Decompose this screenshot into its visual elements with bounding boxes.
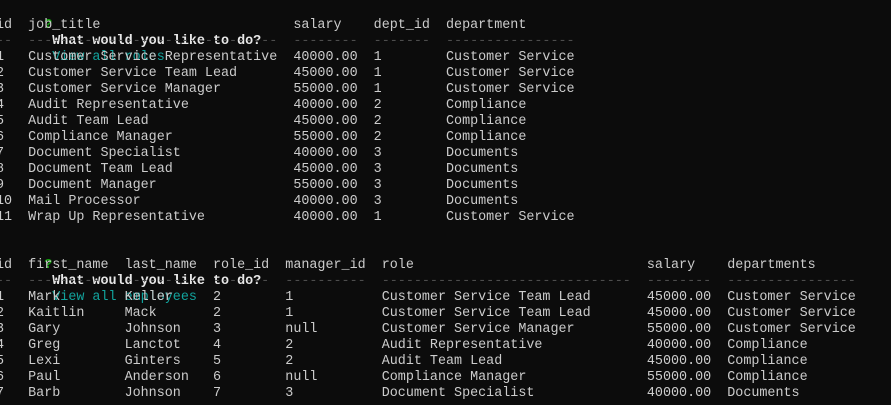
table-row: 2 Kaitlin Mack 2 1 Customer Service Team… [0,306,856,321]
prompt-answer: View all employees [52,290,197,305]
prompt-answer: View all roles [52,50,165,65]
employees-output-section: ? What would you like to do? View all em… [0,242,891,402]
table-row: 10 Mail Processor 40000.00 3 Documents [0,194,519,209]
prompt-question-mark-icon: ? [44,258,53,273]
table-row: 1 Mark Keller 2 1 Customer Service Team … [0,290,856,305]
table-row: 1 Customer Service Representative 40000.… [0,50,575,65]
table-row: 2 Customer Service Team Lead 45000.00 1 … [0,66,575,81]
prompt-message: What would you like to do? [52,274,262,289]
table-header-row: id job_title salary dept_id department [0,18,527,33]
table-separator-row: -- ---------- --------- ------- --------… [0,274,856,289]
table-row: 5 Audit Team Lead 45000.00 2 Compliance [0,114,527,129]
table-row: 9 Document Manager 55000.00 3 Documents [0,178,519,193]
employees-table: id first_name last_name role_id manager_… [0,258,891,402]
prompt-line-roles: ? What would you like to do? View all ro… [0,2,891,65]
roles-table: id job_title salary dept_id department --… [0,18,891,226]
table-row: 4 Audit Representative 40000.00 2 Compli… [0,98,527,113]
blank-line [0,226,891,242]
table-row: 4 Greg Lanctot 4 2 Audit Representative … [0,338,808,353]
table-row: 3 Gary Johnson 3 null Customer Service M… [0,322,856,337]
table-row: 7 Document Specialist 40000.00 3 Documen… [0,146,519,161]
table-row: 6 Compliance Manager 55000.00 2 Complian… [0,130,527,145]
table-row: 5 Lexi Ginters 5 2 Audit Team Lead 45000… [0,354,808,369]
table-row: 11 Wrap Up Representative 40000.00 1 Cus… [0,210,575,225]
table-row: 3 Customer Service Manager 55000.00 1 Cu… [0,82,575,97]
table-header-row: id first_name last_name role_id manager_… [0,258,816,273]
table-row: 8 Document Team Lead 45000.00 3 Document… [0,162,519,177]
table-separator-row: -- ------------------------------- -----… [0,34,575,49]
prompt-message: What would you like to do? [52,34,262,49]
table-row: 6 Paul Anderson 6 null Compliance Manage… [0,370,808,385]
roles-output-section: ? What would you like to do? View all ro… [0,2,891,226]
prompt-question-mark-icon: ? [44,18,53,33]
prompt-line-employees: ? What would you like to do? View all em… [0,242,891,305]
table-row: 7 Barb Johnson 7 3 Document Specialist 4… [0,386,800,401]
